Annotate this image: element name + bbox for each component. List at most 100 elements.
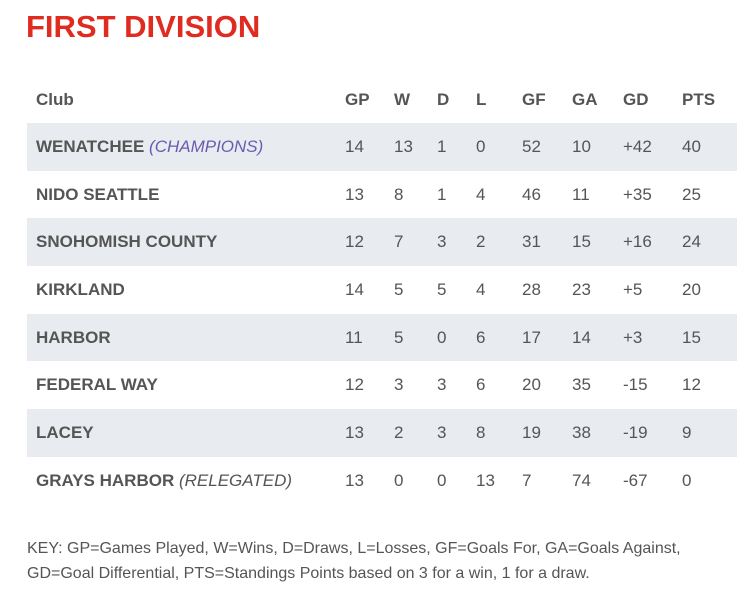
gd-cell: -15 <box>623 375 648 395</box>
w-cell: 13 <box>394 123 437 171</box>
table-row: HARBOR 11 5 0 6 17 14 +3 15 <box>27 313 737 362</box>
column-header-ga: GA <box>572 90 598 109</box>
club-name: HARBOR <box>36 327 111 347</box>
pts-cell: 24 <box>682 218 737 267</box>
club-cell: HARBOR <box>27 313 345 362</box>
gp-cell: 12 <box>345 375 364 395</box>
club-name: NIDO SEATTLE <box>36 184 160 204</box>
gp-cell: 11 <box>345 313 394 362</box>
d-cell: 0 <box>437 470 447 490</box>
header-row: Club GP W D L GF GA GD PTS <box>27 77 737 123</box>
gp-cell: 13 <box>345 184 364 204</box>
d-cell: 1 <box>437 123 476 171</box>
gp-cell: 13 <box>345 409 394 457</box>
table-row: FEDERAL WAY 12 3 3 6 20 35 -15 12 <box>27 361 737 409</box>
pts-cell: 9 <box>682 409 737 457</box>
w-cell: 2 <box>394 409 437 457</box>
table-row: GRAYS HARBOR (RELEGATED) 13 0 0 13 7 74 … <box>27 457 737 505</box>
ga-cell: 38 <box>572 409 623 457</box>
ga-cell: 15 <box>572 218 623 267</box>
gf-cell: 19 <box>522 409 572 457</box>
column-header-gf: GF <box>522 90 546 109</box>
table-row: LACEY 13 2 3 8 19 38 -19 9 <box>27 409 737 457</box>
table-row: WENATCHEE (CHAMPIONS) 14 13 1 0 52 10 +4… <box>27 123 737 171</box>
gd-cell: +35 <box>623 184 652 204</box>
gf-cell: 31 <box>522 218 572 267</box>
d-cell: 1 <box>437 184 447 204</box>
l-cell: 4 <box>476 184 486 204</box>
l-cell: 2 <box>476 218 522 267</box>
club-name: FEDERAL WAY <box>36 375 158 395</box>
l-cell: 0 <box>476 123 522 171</box>
gd-cell: +16 <box>623 218 682 267</box>
l-cell: 4 <box>476 279 486 299</box>
l-cell: 8 <box>476 409 522 457</box>
club-cell: GRAYS HARBOR (RELEGATED) <box>27 457 345 505</box>
ga-cell: 11 <box>572 184 590 204</box>
d-cell: 0 <box>437 313 476 362</box>
w-cell: 0 <box>394 470 404 490</box>
pts-cell: 12 <box>682 375 701 395</box>
club-cell: FEDERAL WAY <box>27 361 345 409</box>
table-row: KIRKLAND 14 5 5 4 28 23 +5 20 <box>27 266 737 314</box>
w-cell: 8 <box>394 184 404 204</box>
champions-note: (CHAMPIONS) <box>149 136 264 156</box>
l-cell: 6 <box>476 375 486 395</box>
gd-cell: -19 <box>623 409 682 457</box>
gd-cell: +5 <box>623 279 643 299</box>
l-cell: 13 <box>476 470 495 490</box>
pts-cell: 20 <box>682 279 701 299</box>
club-cell: LACEY <box>27 409 345 457</box>
table-row: SNOHOMISH COUNTY 12 7 3 2 31 15 +16 24 <box>27 218 737 267</box>
d-cell: 3 <box>437 218 476 267</box>
w-cell: 5 <box>394 313 437 362</box>
column-header-l: L <box>476 90 487 109</box>
column-header-gp: GP <box>345 90 370 109</box>
gf-cell: 20 <box>522 375 541 395</box>
d-cell: 3 <box>437 375 447 395</box>
pts-cell: 40 <box>682 123 737 171</box>
w-cell: 5 <box>394 279 404 299</box>
pts-cell: 0 <box>682 470 692 490</box>
ga-cell: 14 <box>572 313 623 362</box>
gf-cell: 28 <box>522 279 541 299</box>
w-cell: 3 <box>394 375 404 395</box>
club-name: KIRKLAND <box>36 279 125 299</box>
column-header-pts: PTS <box>682 90 716 109</box>
l-cell: 6 <box>476 313 522 362</box>
club-cell: WENATCHEE (CHAMPIONS) <box>27 123 345 171</box>
club-cell: SNOHOMISH COUNTY <box>27 218 345 267</box>
gf-cell: 52 <box>522 123 572 171</box>
club-name: GRAYS HARBOR <box>36 470 175 490</box>
club-cell: KIRKLAND <box>27 266 345 314</box>
d-cell: 3 <box>437 409 476 457</box>
gf-cell: 17 <box>522 313 572 362</box>
ga-cell: 35 <box>572 375 591 395</box>
club-name: WENATCHEE <box>36 136 145 156</box>
ga-cell: 10 <box>572 123 623 171</box>
gd-cell: +42 <box>623 123 682 171</box>
club-cell: NIDO SEATTLE <box>27 171 345 219</box>
relegated-note: (RELEGATED) <box>178 470 293 490</box>
pts-cell: 15 <box>682 313 737 362</box>
column-header-w: W <box>394 90 411 109</box>
standings-table: Club GP W D L GF GA GD PTS WENATCHEE (CH… <box>27 77 737 505</box>
club-name: SNOHOMISH COUNTY <box>36 232 218 252</box>
gp-cell: 12 <box>345 218 394 267</box>
ga-cell: 23 <box>572 279 591 299</box>
gf-cell: 46 <box>522 184 541 204</box>
d-cell: 5 <box>437 279 447 299</box>
column-header-club: Club <box>36 90 74 109</box>
gp-cell: 14 <box>345 123 394 171</box>
column-header-gd: GD <box>623 90 649 109</box>
ga-cell: 74 <box>572 470 591 490</box>
gp-cell: 14 <box>345 279 364 299</box>
gd-cell: +3 <box>623 313 682 362</box>
gd-cell: -67 <box>623 470 648 490</box>
page-title: FIRST DIVISION <box>26 9 261 44</box>
table-row: NIDO SEATTLE 13 8 1 4 46 11 +35 25 <box>27 171 737 219</box>
standings-key: KEY: GP=Games Played, W=Wins, D=Draws, L… <box>27 540 681 582</box>
gp-cell: 13 <box>345 470 364 490</box>
w-cell: 7 <box>394 218 437 267</box>
pts-cell: 25 <box>682 184 701 204</box>
